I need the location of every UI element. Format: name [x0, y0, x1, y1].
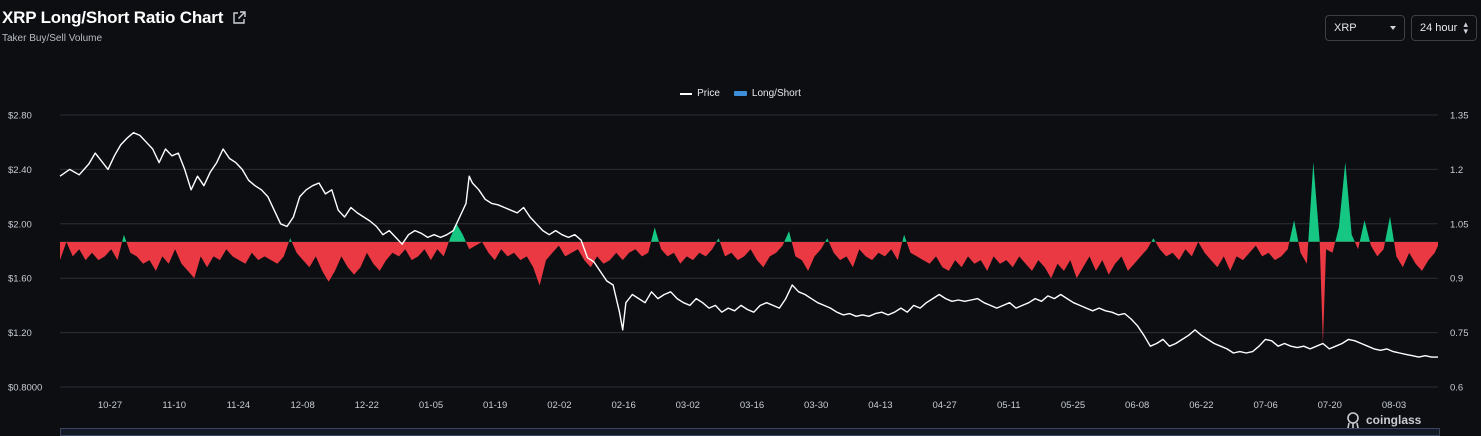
coinglass-watermark: coinglass: [1344, 411, 1421, 429]
long-short-swatch: [733, 91, 747, 96]
y-left-tick-label: $2.80: [8, 111, 32, 122]
y-right-tick-label: 0.6: [1450, 383, 1463, 394]
x-tick-label: 04-13: [868, 400, 892, 411]
x-tick-label: 06-22: [1189, 400, 1213, 411]
x-tick-label: 11-10: [162, 400, 186, 411]
up-down-chevron-icon: ▴ ▾: [1463, 19, 1468, 36]
x-tick-label: 11-24: [227, 400, 251, 411]
y-left-tick-label: $1.60: [8, 274, 32, 285]
title-row: XRP Long/Short Ratio Chart: [2, 8, 246, 28]
x-tick-label: 01-19: [483, 400, 507, 411]
legend-item-long-short[interactable]: Long/Short: [733, 88, 801, 99]
chart-controls: XRP 24 hour ▴ ▾: [1325, 15, 1477, 41]
x-tick-label: 04-27: [932, 400, 956, 411]
period-select[interactable]: 24 hour ▴ ▾: [1411, 15, 1477, 41]
legend-long-short-label: Long/Short: [751, 88, 801, 99]
price-line: [59, 132, 1438, 358]
y-left-tick-label: $1.20: [8, 328, 32, 339]
chevron-down-icon: [1390, 26, 1396, 30]
coinglass-logo-icon: [1347, 412, 1359, 429]
y-right-tick-label: 1.05: [1450, 219, 1469, 230]
price-swatch: [680, 92, 693, 95]
x-tick-label: 05-25: [1061, 400, 1085, 411]
x-tick-label: 03-30: [804, 400, 828, 411]
watermark-text: coinglass: [1366, 413, 1422, 427]
period-select-value: 24 hour: [1420, 22, 1458, 34]
coin-select[interactable]: XRP: [1325, 15, 1405, 41]
x-tick-label: 07-06: [1253, 400, 1277, 411]
chart-grid: [60, 114, 1438, 388]
x-tick-label: 02-16: [611, 400, 635, 411]
x-tick-label: 08-03: [1382, 400, 1406, 411]
chart-range-scroller[interactable]: [60, 428, 1440, 436]
y-right-tick-label: 1.2: [1450, 165, 1463, 176]
x-tick-label: 02-02: [547, 400, 571, 411]
x-tick-label: 03-02: [676, 400, 700, 411]
x-tick-label: 12-22: [355, 400, 379, 411]
y-right-tick-label: 1.35: [1450, 111, 1469, 122]
long-short-area-layer: [60, 162, 1438, 344]
short-area: [60, 241, 1438, 344]
x-tick-label: 06-08: [1125, 400, 1149, 411]
chart-header: XRP Long/Short Ratio Chart Taker Buy/Sel…: [2, 8, 246, 44]
left-price-axis: $2.80 $2.40 $2.00 $1.60 $1.20 $0.8000: [8, 111, 42, 394]
y-left-tick-label: $2.40: [8, 165, 32, 176]
chart-legend: Price Long/Short: [0, 88, 1481, 99]
price-line-layer: [59, 132, 1438, 358]
external-link-icon[interactable]: [232, 11, 246, 25]
x-tick-label: 05-11: [997, 400, 1021, 411]
x-tick-label: 01-05: [419, 400, 443, 411]
y-left-tick-label: $0.8000: [8, 383, 42, 394]
y-right-tick-label: 0.75: [1450, 328, 1469, 339]
x-tick-label: 03-16: [740, 400, 764, 411]
right-ratio-axis: 1.35 1.2 1.05 0.9 0.75 0.6: [1450, 111, 1469, 394]
y-left-tick-label: $2.00: [8, 219, 32, 230]
x-tick-label: 07-20: [1318, 400, 1342, 411]
coin-select-value: XRP: [1334, 22, 1357, 34]
x-tick-label: 10-27: [98, 400, 122, 411]
page-title: XRP Long/Short Ratio Chart: [2, 8, 224, 27]
x-tick-label: 12-08: [290, 400, 314, 411]
chart-subtitle: Taker Buy/Sell Volume: [2, 33, 103, 44]
legend-price-label: Price: [697, 88, 720, 99]
y-right-tick-label: 0.9: [1450, 274, 1463, 285]
legend-item-price[interactable]: Price: [680, 88, 720, 99]
x-date-axis: 10-27 11-10 11-24 12-08 12-22 01-05 01-19 02-02…: [98, 400, 1406, 411]
